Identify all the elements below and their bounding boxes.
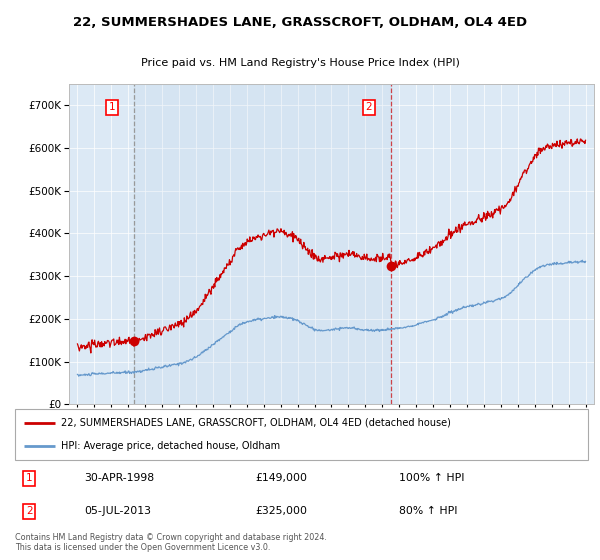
Text: 22, SUMMERSHADES LANE, GRASSCROFT, OLDHAM, OL4 4ED (detached house): 22, SUMMERSHADES LANE, GRASSCROFT, OLDHA… bbox=[61, 418, 451, 428]
Text: 05-JUL-2013: 05-JUL-2013 bbox=[84, 506, 151, 516]
FancyBboxPatch shape bbox=[15, 409, 588, 460]
Text: 1: 1 bbox=[26, 473, 32, 483]
Text: 2: 2 bbox=[365, 102, 372, 113]
Text: 80% ↑ HPI: 80% ↑ HPI bbox=[399, 506, 457, 516]
Text: HPI: Average price, detached house, Oldham: HPI: Average price, detached house, Oldh… bbox=[61, 441, 280, 451]
Text: £325,000: £325,000 bbox=[256, 506, 308, 516]
Text: 100% ↑ HPI: 100% ↑ HPI bbox=[399, 473, 464, 483]
Text: £149,000: £149,000 bbox=[256, 473, 308, 483]
Text: Contains HM Land Registry data © Crown copyright and database right 2024.
This d: Contains HM Land Registry data © Crown c… bbox=[15, 533, 327, 552]
Text: 2: 2 bbox=[26, 506, 32, 516]
Text: 30-APR-1998: 30-APR-1998 bbox=[84, 473, 154, 483]
Text: 22, SUMMERSHADES LANE, GRASSCROFT, OLDHAM, OL4 4ED: 22, SUMMERSHADES LANE, GRASSCROFT, OLDHA… bbox=[73, 16, 527, 29]
Bar bbox=[134, 84, 391, 404]
Text: Price paid vs. HM Land Registry's House Price Index (HPI): Price paid vs. HM Land Registry's House … bbox=[140, 58, 460, 68]
Text: 1: 1 bbox=[109, 102, 115, 113]
